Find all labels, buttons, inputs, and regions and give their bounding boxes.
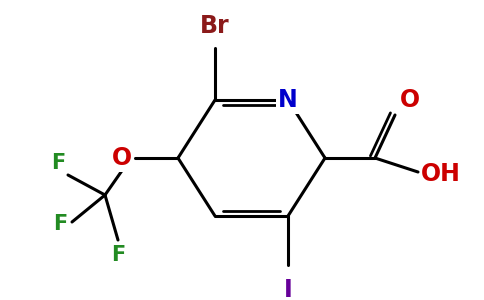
Text: OH: OH	[421, 162, 461, 186]
Text: Br: Br	[200, 14, 230, 38]
Text: O: O	[112, 146, 132, 170]
Text: F: F	[111, 245, 125, 265]
Text: F: F	[51, 153, 65, 173]
Text: I: I	[284, 278, 292, 300]
Text: N: N	[278, 88, 298, 112]
Text: F: F	[53, 214, 67, 234]
Text: O: O	[400, 88, 420, 112]
